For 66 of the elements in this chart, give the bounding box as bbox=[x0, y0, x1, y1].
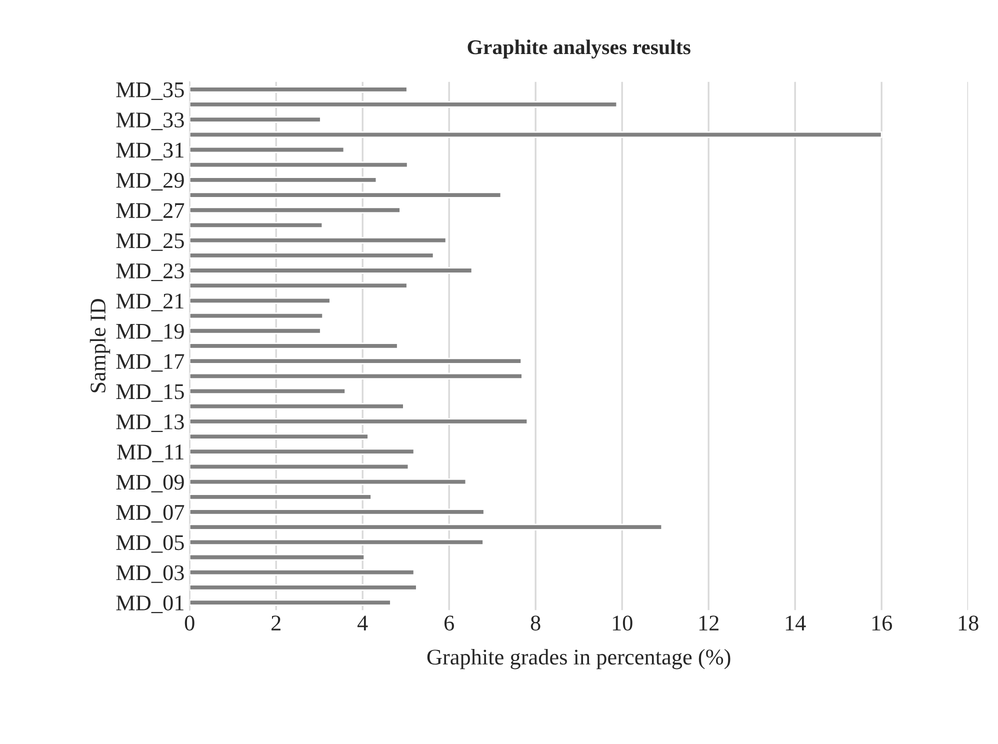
y-tick-label: MD_35 bbox=[116, 82, 184, 100]
bar bbox=[190, 297, 331, 304]
bar bbox=[190, 146, 345, 154]
bar bbox=[190, 524, 663, 530]
bar bbox=[190, 448, 415, 455]
bar bbox=[190, 599, 392, 606]
x-axis-title: Graphite grades in percentage (%) bbox=[427, 648, 730, 670]
bar bbox=[190, 101, 618, 108]
x-tick-label: 8 bbox=[530, 616, 540, 631]
bar bbox=[190, 312, 324, 320]
x-tick-label: 6 bbox=[444, 616, 454, 631]
y-tick-label: MD_25 bbox=[116, 233, 184, 251]
bar bbox=[190, 478, 467, 486]
bar bbox=[190, 131, 882, 138]
bar bbox=[190, 252, 434, 259]
bar bbox=[190, 569, 415, 576]
y-tick-label: MD_03 bbox=[116, 565, 184, 583]
bar bbox=[190, 372, 523, 380]
bar bbox=[190, 236, 447, 244]
x-tick-label: 0 bbox=[184, 616, 194, 631]
bar bbox=[190, 508, 485, 516]
y-tick-label: MD_17 bbox=[116, 354, 184, 372]
x-tick-label: 4 bbox=[357, 616, 368, 630]
bar bbox=[190, 388, 346, 395]
y-tick-label: MD_01 bbox=[116, 595, 184, 614]
bar bbox=[190, 538, 484, 546]
x-tick-label: 16 bbox=[872, 616, 892, 631]
bar bbox=[190, 584, 418, 591]
bar bbox=[190, 222, 324, 229]
y-tick-label: MD_19 bbox=[116, 324, 184, 342]
y-tick-label: MD_15 bbox=[116, 384, 184, 402]
y-tick-label: MD_09 bbox=[116, 474, 184, 492]
bar bbox=[190, 116, 322, 123]
chart-title: Graphite analyses results bbox=[468, 40, 690, 59]
y-tick-label: MD_11 bbox=[117, 444, 184, 462]
y-tick-label: MD_13 bbox=[116, 414, 184, 432]
bar bbox=[190, 282, 408, 289]
bar bbox=[190, 433, 369, 440]
x-tick-label: 12 bbox=[699, 616, 718, 630]
bar bbox=[190, 192, 502, 198]
x-tick-label: 2 bbox=[272, 616, 280, 630]
y-tick-label: MD_31 bbox=[116, 142, 184, 160]
bar bbox=[190, 554, 366, 561]
x-tick-label: 18 bbox=[958, 616, 978, 631]
y-tick-label: MD_05 bbox=[116, 535, 184, 553]
y-axis-title: Sample ID bbox=[90, 299, 110, 392]
bar bbox=[190, 206, 401, 214]
x-tick-label: 10 bbox=[612, 616, 632, 631]
bar bbox=[190, 267, 473, 274]
bar bbox=[190, 86, 408, 93]
y-tick-label: MD_33 bbox=[116, 112, 184, 130]
y-tick-label: MD_27 bbox=[116, 203, 184, 221]
bar bbox=[190, 402, 404, 410]
y-tick-label: MD_23 bbox=[116, 263, 184, 282]
bar bbox=[190, 463, 410, 470]
y-tick-label: MD_29 bbox=[116, 172, 184, 191]
bar bbox=[190, 162, 408, 168]
x-tick-label: 14 bbox=[786, 616, 806, 630]
y-tick-label: MD_07 bbox=[116, 504, 184, 523]
bar bbox=[190, 494, 372, 500]
bar bbox=[190, 342, 398, 350]
bar bbox=[190, 176, 378, 184]
bar bbox=[190, 418, 528, 425]
y-tick-label: MD_21 bbox=[116, 294, 184, 312]
bar bbox=[190, 328, 322, 334]
bar bbox=[190, 358, 522, 364]
